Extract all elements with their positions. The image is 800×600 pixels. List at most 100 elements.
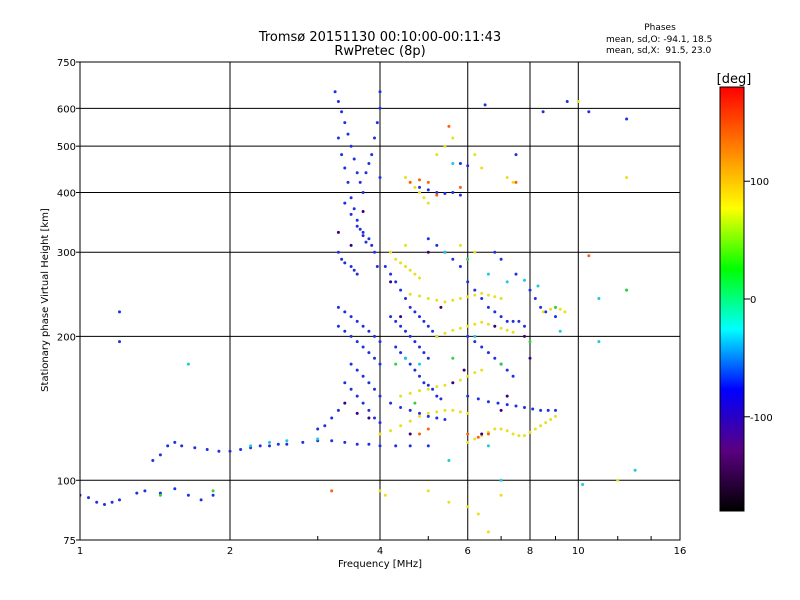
- data-point: [404, 329, 407, 333]
- data-point: [361, 401, 365, 405]
- data-point: [625, 288, 629, 292]
- x-tick-label: 4: [377, 546, 383, 557]
- data-point: [554, 305, 557, 309]
- data-point: [451, 408, 455, 412]
- data-point: [447, 500, 451, 504]
- data-point: [544, 310, 548, 314]
- data-point: [426, 411, 430, 415]
- data-point: [268, 440, 271, 444]
- data-point: [418, 276, 421, 280]
- data-point: [268, 444, 271, 448]
- data-point: [330, 416, 334, 420]
- data-point: [404, 265, 407, 268]
- data-point: [394, 257, 398, 261]
- data-point: [426, 489, 430, 493]
- data-point: [199, 498, 203, 502]
- chart-subtitle: RwPretec (8p): [334, 44, 425, 59]
- data-point: [118, 498, 121, 502]
- data-point: [499, 408, 503, 412]
- data-point: [458, 185, 462, 189]
- data-point: [408, 305, 412, 309]
- data-point: [399, 424, 403, 428]
- data-point: [493, 324, 497, 328]
- colorbar-tick-label: -100: [750, 413, 773, 424]
- data-point: [499, 315, 503, 319]
- data-point: [413, 340, 417, 344]
- data-point: [554, 315, 557, 319]
- data-point: [473, 334, 477, 338]
- data-point: [418, 432, 421, 436]
- data-point: [447, 124, 451, 128]
- data-point: [316, 437, 320, 441]
- data-point: [576, 100, 580, 103]
- data-point: [443, 300, 447, 304]
- data-point: [349, 144, 353, 148]
- data-point: [373, 334, 376, 338]
- data-point: [533, 427, 537, 431]
- data-point: [399, 406, 403, 409]
- plot-frame: [79, 61, 681, 541]
- data-point: [340, 153, 344, 157]
- data-point: [499, 493, 503, 497]
- data-points: [80, 90, 637, 534]
- data-point: [343, 121, 347, 125]
- data-point: [408, 362, 412, 366]
- data-point: [435, 193, 439, 197]
- data-point: [473, 371, 477, 375]
- data-point: [514, 272, 518, 276]
- data-point: [439, 305, 443, 309]
- data-point: [426, 180, 430, 184]
- data-point: [413, 185, 417, 189]
- y-tick-label: 200: [57, 332, 76, 343]
- data-point: [389, 280, 393, 284]
- data-point: [458, 193, 462, 197]
- data-point: [541, 310, 545, 314]
- data-point: [378, 432, 382, 436]
- data-point: [373, 136, 376, 140]
- data-point: [389, 250, 393, 254]
- data-point: [514, 180, 518, 184]
- data-point: [549, 307, 553, 311]
- data-point: [435, 410, 439, 414]
- data-point: [375, 121, 379, 125]
- data-point: [443, 383, 447, 387]
- data-point: [173, 487, 177, 491]
- data-point: [394, 280, 398, 284]
- data-point: [451, 162, 455, 165]
- data-point: [426, 201, 430, 205]
- data-point: [276, 442, 280, 446]
- data-point: [355, 171, 359, 175]
- data-point: [493, 356, 497, 360]
- data-point: [473, 288, 477, 292]
- data-point: [340, 110, 344, 114]
- data-point: [193, 446, 197, 450]
- data-point: [581, 483, 585, 486]
- data-point: [473, 437, 477, 441]
- data-point: [418, 178, 421, 182]
- data-point: [625, 176, 629, 179]
- y-tick-label: 75: [63, 536, 76, 547]
- data-point: [473, 322, 477, 326]
- colorbar: [719, 86, 745, 512]
- data-point: [418, 414, 421, 418]
- data-point: [443, 408, 447, 412]
- data-point: [394, 362, 398, 366]
- data-point: [523, 324, 526, 328]
- data-point: [404, 243, 407, 247]
- y-tick-label: 600: [57, 104, 76, 115]
- data-point: [418, 374, 421, 378]
- data-point: [389, 315, 393, 319]
- data-point: [451, 191, 455, 194]
- data-point: [87, 496, 90, 500]
- data-point: [408, 268, 412, 272]
- data-point: [413, 272, 417, 276]
- data-point: [531, 407, 535, 411]
- data-point: [186, 493, 190, 497]
- data-point: [499, 362, 503, 366]
- stats-line-x: mean, sd,X: 91.5, 23.0: [606, 46, 712, 56]
- data-point: [486, 322, 490, 326]
- data-point: [378, 106, 382, 110]
- data-point: [95, 500, 99, 504]
- colorbar-tick-label: 100: [750, 177, 769, 188]
- data-point: [205, 448, 209, 451]
